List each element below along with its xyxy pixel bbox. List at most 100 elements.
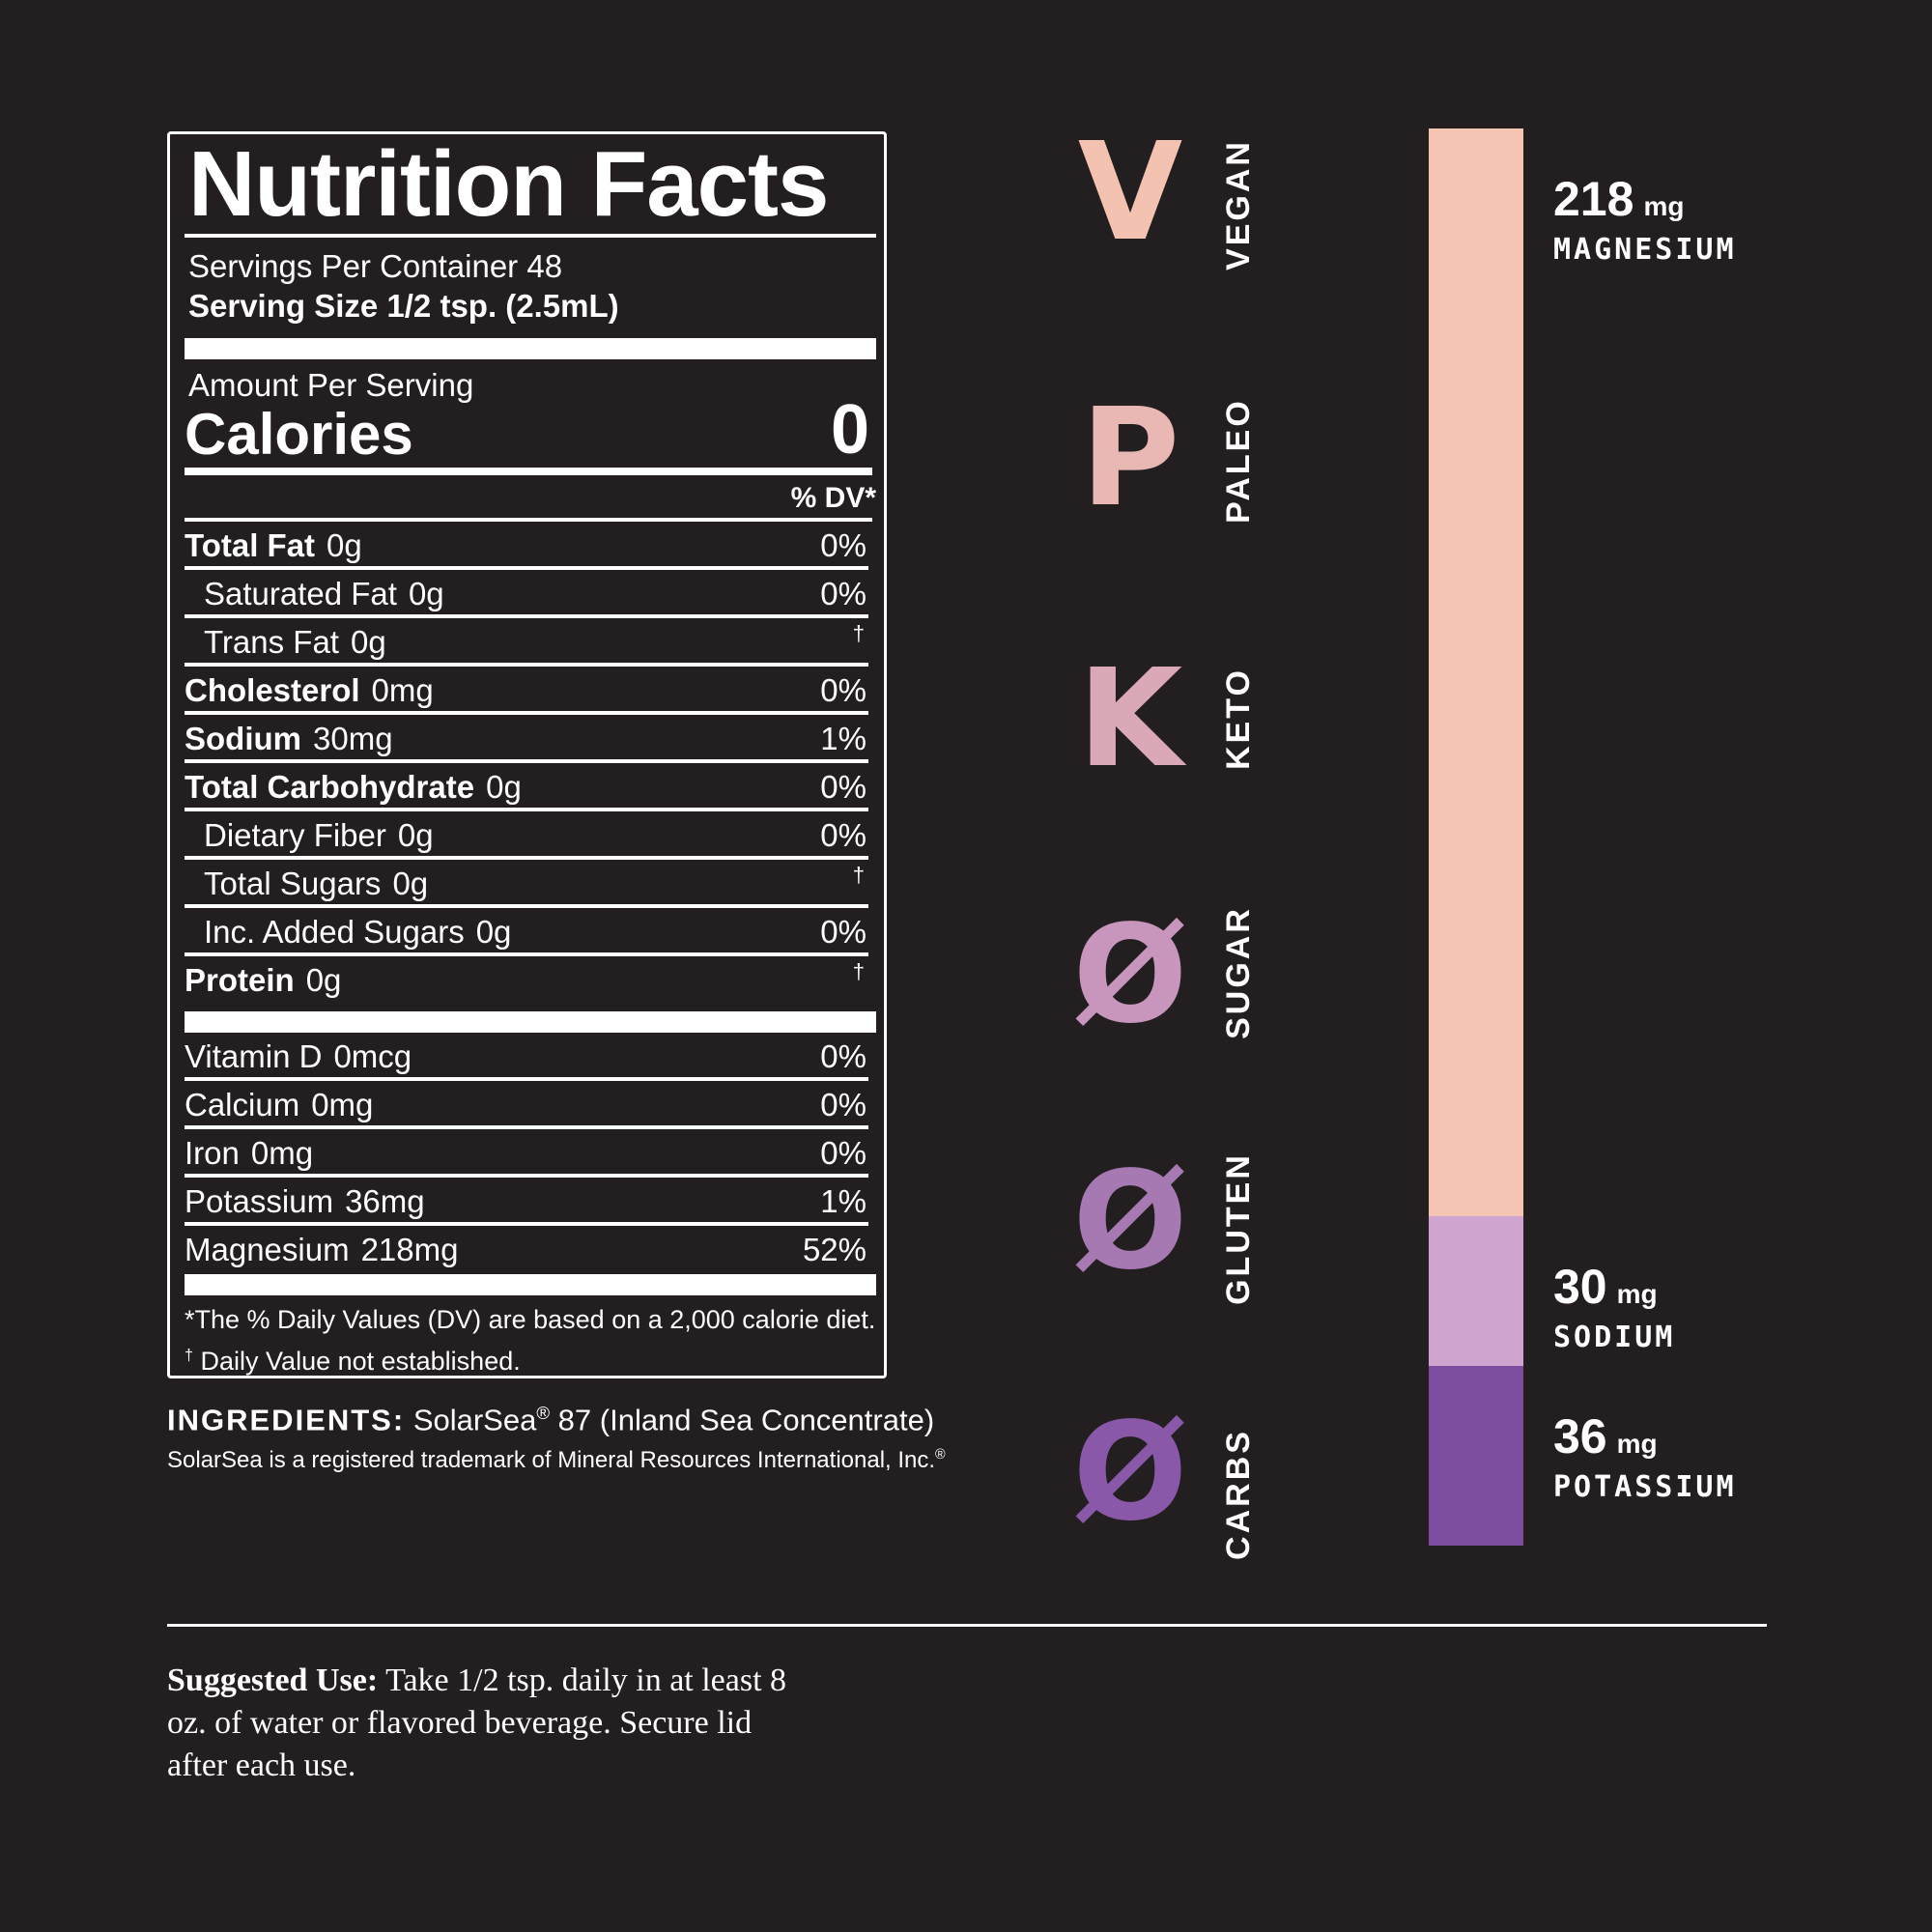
suggested-use-text: Take 1/2 tsp. daily in at least 8 oz. of… (167, 1662, 787, 1783)
nutrient-row-saturated-fat: Saturated Fat 0g 0% (185, 570, 868, 618)
nutrient-dv: 0% (820, 576, 867, 611)
calories-value: 0 (830, 391, 869, 469)
nutrient-amount: 36mg (345, 1183, 425, 1219)
vitamin-row-magnesium: Magnesium 218mg 52% (185, 1226, 868, 1274)
nutrient-name: Protein (185, 962, 295, 998)
nutrient-amount: 0g (475, 914, 512, 950)
nutrient-dv: 0% (820, 1087, 867, 1122)
vitamin-row-calcium: Calcium 0mg 0% (185, 1081, 868, 1129)
mineral-segment-sodium (1429, 1216, 1523, 1366)
nutrient-row-sodium: Sodium 30mg 1% (185, 715, 868, 763)
amount-per-serving: Amount Per Serving (188, 367, 474, 403)
nutrient-dv: † (852, 621, 865, 645)
trademark-note: SolarSea is a registered trademark of Mi… (167, 1447, 946, 1473)
mineral-segment-potassium (1429, 1366, 1523, 1546)
nutrient-name: Dietary Fiber (204, 817, 386, 853)
title-rule (185, 234, 876, 238)
magnesium-label: MAGNESIUM (1553, 233, 1737, 267)
nutrient-dv: 0% (820, 672, 867, 708)
magnesium-value: 218 mg (1553, 172, 1685, 226)
mineral-segment-magnesium (1429, 128, 1523, 1216)
gluten-free-icon: Ø (1072, 1143, 1188, 1300)
nutrient-amount: 0mg (250, 1135, 314, 1171)
sodium-label: SODIUM (1553, 1321, 1676, 1354)
nutrient-row-total-sugars: Total Sugars 0g † (185, 860, 868, 908)
nutrient-amount: 0g (327, 527, 362, 563)
nutrient-row-cholesterol: Cholesterol 0mg 0% (185, 667, 868, 715)
nutrient-name: Potassium (185, 1183, 334, 1219)
nutrient-dv: 0% (820, 1038, 867, 1074)
nutrient-dv: † (852, 863, 865, 887)
nutrient-dv: 0% (820, 1135, 867, 1171)
nutrient-amount: 0mg (311, 1087, 374, 1122)
nutrient-name: Saturated Fat (204, 576, 397, 611)
nutrient-row-dietary-fiber: Dietary Fiber 0g 0% (185, 811, 868, 860)
nutrition-facts-panel (167, 131, 887, 1378)
ingredients-brand: SolarSea (412, 1403, 537, 1437)
nutrient-dv: 0% (820, 769, 867, 805)
ingredients-label: INGREDIENTS: (167, 1403, 406, 1437)
ingredients: INGREDIENTS: SolarSea® 87 (Inland Sea Co… (167, 1394, 934, 1439)
nutrient-row-total-carbohydrate: Total Carbohydrate 0g 0% (185, 763, 868, 811)
potassium-value: 36 mg (1553, 1409, 1658, 1463)
keto-icon: K (1077, 640, 1183, 798)
carb-free-icon: Ø (1072, 1394, 1188, 1551)
nutrient-amount: 0mcg (333, 1038, 412, 1074)
vitamin-row-vitamin-d: Vitamin D 0mcg 0% (185, 1033, 868, 1081)
nutrient-name: Total Fat (185, 527, 316, 563)
sugar-free-label: SUGAR (1220, 906, 1257, 1039)
nutrient-amount: 0g (350, 624, 386, 660)
gluten-free-label: GLUTEN (1220, 1152, 1257, 1305)
mineral-bar (1429, 128, 1523, 1546)
nutrient-amount: 0g (305, 962, 342, 998)
nutrient-name: Sodium (185, 721, 301, 756)
nutrient-name: Vitamin D (185, 1038, 323, 1074)
nutrient-dv: 52% (802, 1232, 867, 1267)
nutrient-name: Iron (185, 1135, 240, 1171)
nutrient-name: Total Sugars (204, 866, 382, 901)
section-divider (167, 1624, 1767, 1627)
nutrient-dv: † (852, 959, 865, 983)
nutrient-dv: 0% (820, 527, 867, 563)
ingredients-text: 87 (Inland Sea Concentrate) (557, 1403, 935, 1437)
nutrient-dv: 1% (820, 721, 867, 756)
sugar-free-icon: Ø (1072, 896, 1188, 1054)
registered-mark: ® (536, 1403, 551, 1423)
vegan-icon: V (1077, 114, 1183, 271)
sodium-value: 30 mg (1553, 1260, 1658, 1314)
footnote-daily-values: *The % Daily Values (DV) are based on a … (185, 1305, 876, 1334)
vitamin-row-potassium: Potassium 36mg 1% (185, 1178, 868, 1226)
serving-size: Serving Size 1/2 tsp. (2.5mL) (188, 288, 619, 324)
thick-rule-middle (185, 1011, 876, 1033)
nutrient-name: Cholesterol (185, 672, 360, 708)
dv-rule (185, 518, 872, 522)
dv-header: % DV* (790, 482, 876, 514)
keto-label: KETO (1220, 668, 1257, 770)
nutrition-facts-title: Nutrition Facts (188, 132, 829, 236)
calories-label: Calories (185, 402, 413, 467)
paleo-label: PALEO (1220, 398, 1257, 524)
nutrient-amount: 0g (408, 576, 444, 611)
nutrient-row-added-sugars: Inc. Added Sugars 0g 0% (185, 908, 868, 956)
nutrient-amount: 0g (397, 817, 434, 853)
thick-rule-top (185, 338, 876, 359)
nutrient-amount: 0mg (371, 672, 434, 708)
vitamin-row-iron: Iron 0mg 0% (185, 1129, 868, 1178)
nutrient-amount: 30mg (313, 721, 393, 756)
servings-per-container: Servings Per Container 48 (188, 248, 563, 284)
calories-rule (185, 468, 872, 475)
suggested-use-label: Suggested Use: (167, 1662, 379, 1698)
nutrient-name: Trans Fat (204, 624, 339, 660)
footnote-dagger: † Daily Value not established. (185, 1347, 521, 1376)
nutrient-row-protein: Protein 0g † (185, 956, 868, 1011)
nutrient-name: Magnesium (185, 1232, 350, 1267)
vegan-label: VEGAN (1220, 139, 1257, 270)
nutrient-row-total-fat: Total Fat 0g 0% (185, 522, 868, 570)
nutrient-dv: 0% (820, 817, 867, 853)
suggested-use: Suggested Use: Take 1/2 tsp. daily in at… (167, 1660, 805, 1787)
nutrient-row-trans-fat: Trans Fat 0g † (185, 618, 868, 667)
nutrient-amount: 0g (392, 866, 429, 901)
nutrient-name: Total Carbohydrate (185, 769, 475, 805)
nutrient-dv: 1% (820, 1183, 867, 1219)
nutrient-amount: 218mg (360, 1232, 459, 1267)
